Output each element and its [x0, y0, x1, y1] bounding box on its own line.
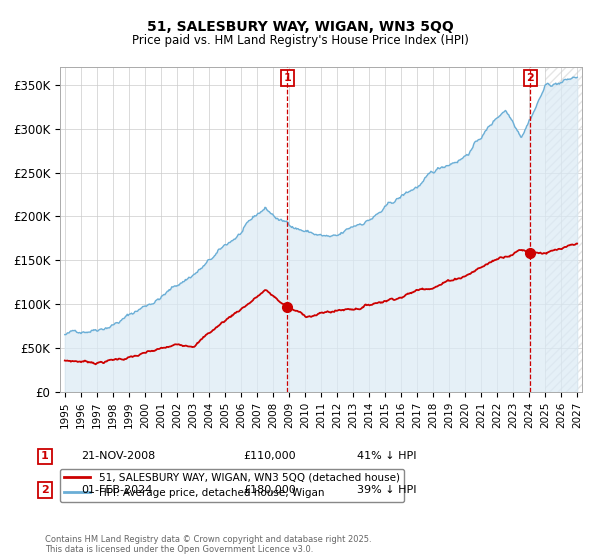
Text: 2: 2	[527, 73, 535, 83]
Text: 41% ↓ HPI: 41% ↓ HPI	[357, 451, 416, 461]
Text: £110,000: £110,000	[243, 451, 296, 461]
Text: 2: 2	[41, 485, 49, 495]
Text: Contains HM Land Registry data © Crown copyright and database right 2025.
This d: Contains HM Land Registry data © Crown c…	[45, 535, 371, 554]
Text: 51, SALESBURY WAY, WIGAN, WN3 5QQ: 51, SALESBURY WAY, WIGAN, WN3 5QQ	[146, 20, 454, 34]
Text: 1: 1	[41, 451, 49, 461]
Text: £180,000: £180,000	[243, 485, 296, 495]
Text: 1: 1	[283, 73, 291, 83]
Polygon shape	[545, 67, 582, 392]
Legend: 51, SALESBURY WAY, WIGAN, WN3 5QQ (detached house), HPI: Average price, detached: 51, SALESBURY WAY, WIGAN, WN3 5QQ (detac…	[60, 469, 404, 502]
Text: Price paid vs. HM Land Registry's House Price Index (HPI): Price paid vs. HM Land Registry's House …	[131, 34, 469, 46]
Text: 39% ↓ HPI: 39% ↓ HPI	[357, 485, 416, 495]
Text: 21-NOV-2008: 21-NOV-2008	[81, 451, 155, 461]
Text: 01-FEB-2024: 01-FEB-2024	[81, 485, 152, 495]
